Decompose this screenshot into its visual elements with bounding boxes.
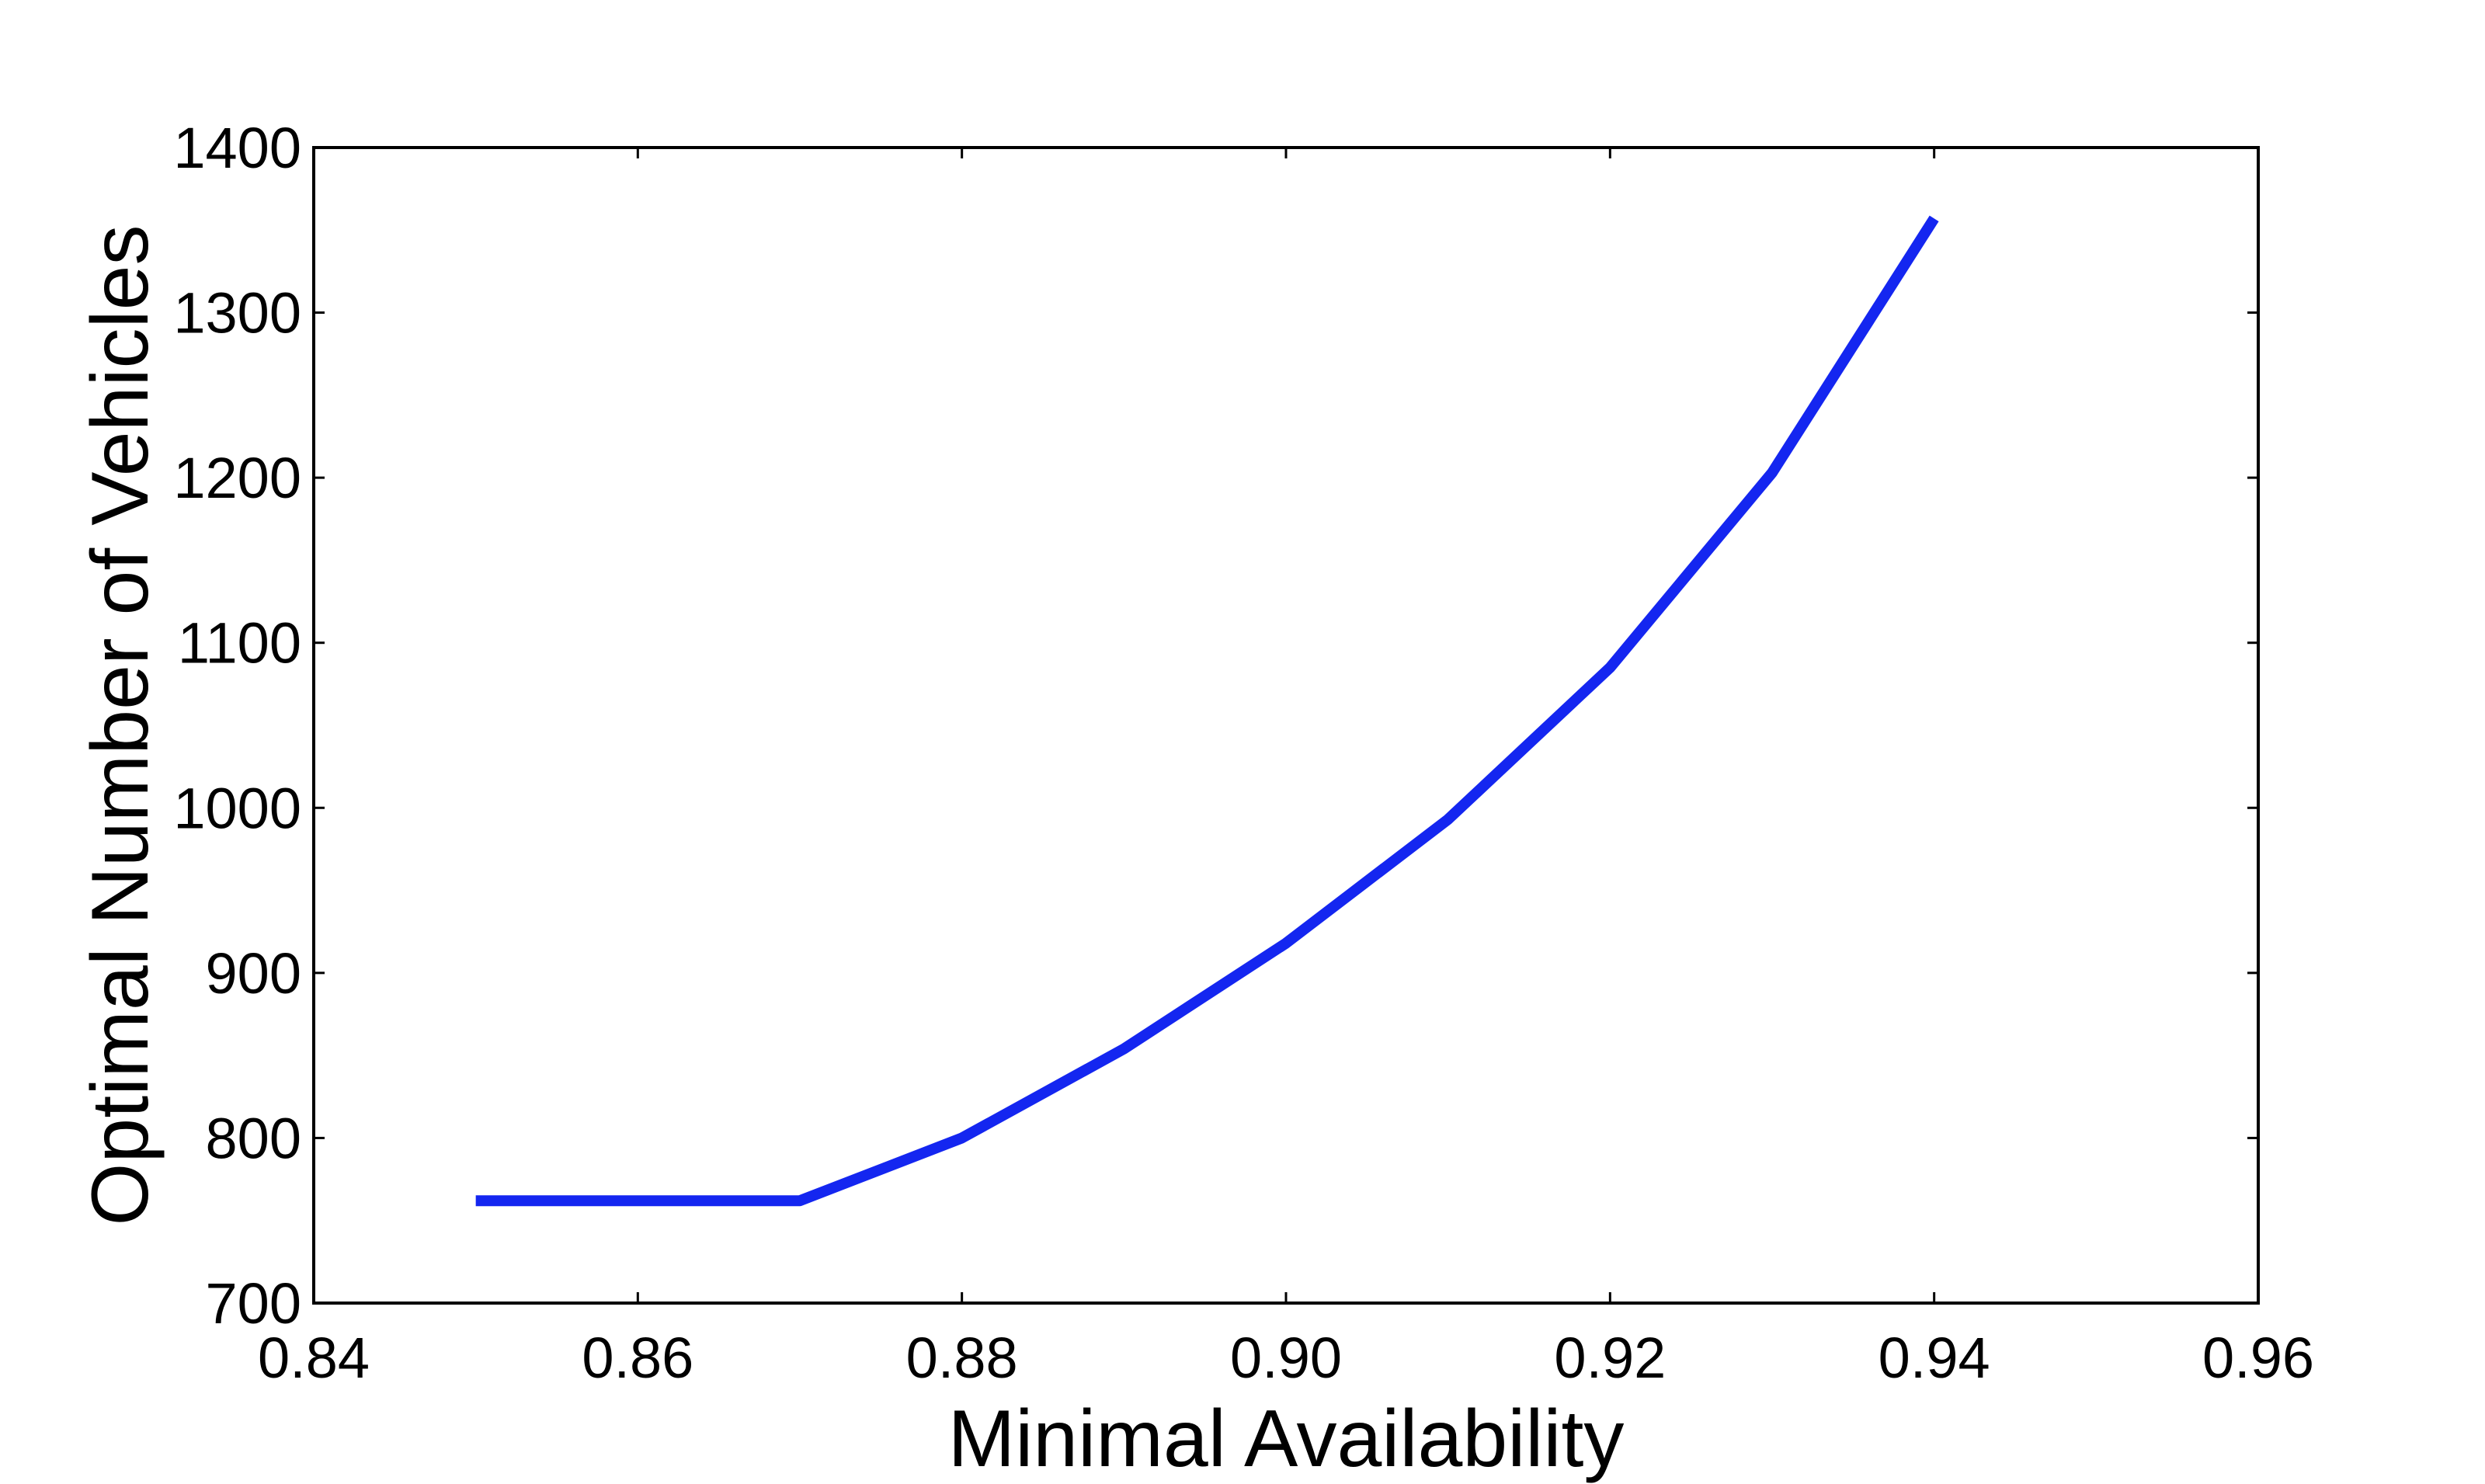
y-tick-label: 700 — [206, 1271, 301, 1336]
x-axis-ticks: 0.84 0.86 0.88 0.90 0.92 0.94 0.96 — [258, 148, 2314, 1390]
y-tick-label: 1200 — [173, 446, 301, 510]
x-tick-label: 0.84 — [258, 1326, 370, 1390]
y-tick-label: 900 — [206, 941, 301, 1006]
y-axis-ticks: 700 800 900 1000 1100 1200 1300 1400 — [173, 116, 2258, 1336]
y-axis-title: Optimal Number of Vehicles — [75, 225, 165, 1226]
plot-frame — [312, 146, 2260, 1305]
x-tick-label: 0.94 — [1879, 1326, 1990, 1390]
y-tick-label: 1300 — [173, 281, 301, 346]
series-line — [475, 215, 1939, 1207]
x-tick-label: 0.88 — [906, 1326, 1018, 1390]
x-axis-title: Minimal Availability — [948, 1394, 1625, 1484]
y-tick-label: 800 — [206, 1106, 301, 1170]
x-tick-label: 0.92 — [1554, 1326, 1666, 1390]
y-tick-label: 1000 — [173, 776, 301, 840]
series-layer — [475, 215, 1939, 1207]
x-tick-label: 0.96 — [2202, 1326, 2314, 1390]
y-tick-label: 1400 — [173, 116, 301, 180]
y-tick-label: 1100 — [178, 611, 301, 676]
x-tick-label: 0.86 — [582, 1326, 693, 1390]
x-tick-label: 0.90 — [1230, 1326, 1342, 1390]
